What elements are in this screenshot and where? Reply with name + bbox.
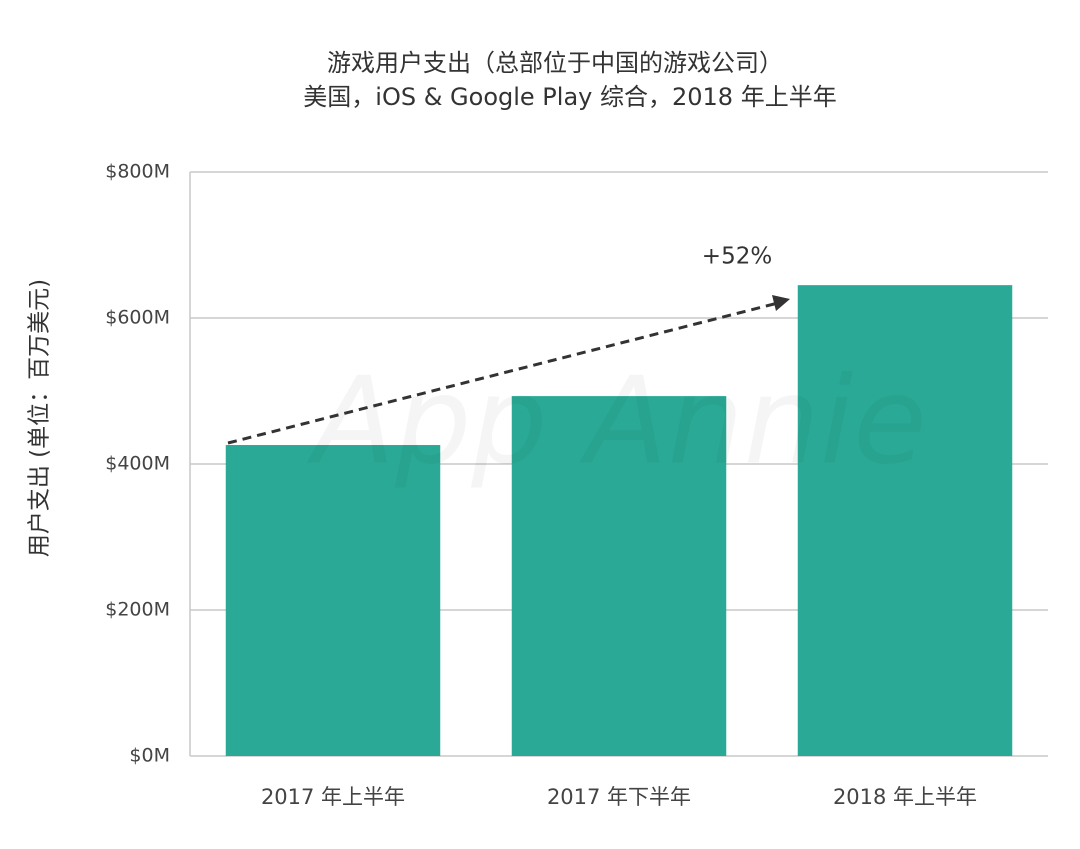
y-tick-label: $400M [105, 453, 170, 475]
y-axis-label: 用户支出 (单位：百万美元) [27, 279, 53, 557]
plot-area: $0M $200M $400M $600M $800M 2017 年上半年 2017 年下半… [105, 161, 1048, 809]
chart-subtitle: 美国，iOS & Google Play 综合，2018 年上半年 [303, 83, 836, 111]
y-tick-label: $600M [105, 307, 170, 329]
bar [797, 285, 1013, 756]
chart-title: 游戏用户支出（总部位于中国的游戏公司） [327, 49, 783, 77]
y-tick-label: $800M [105, 161, 170, 183]
x-tick-label: 2017 年下半年 [547, 785, 691, 809]
bar [511, 396, 727, 756]
trend-arrow [227, 301, 779, 445]
annotation: +52% [702, 244, 772, 270]
arrow-head [772, 295, 790, 311]
x-tick-label: 2018 年上半年 [833, 785, 977, 809]
watermark: App Annie [306, 353, 927, 492]
y-tick-label: $0M [129, 745, 170, 767]
x-tick-label: 2017 年上半年 [261, 785, 405, 809]
bar [225, 445, 441, 756]
y-tick-label: $200M [105, 599, 170, 621]
